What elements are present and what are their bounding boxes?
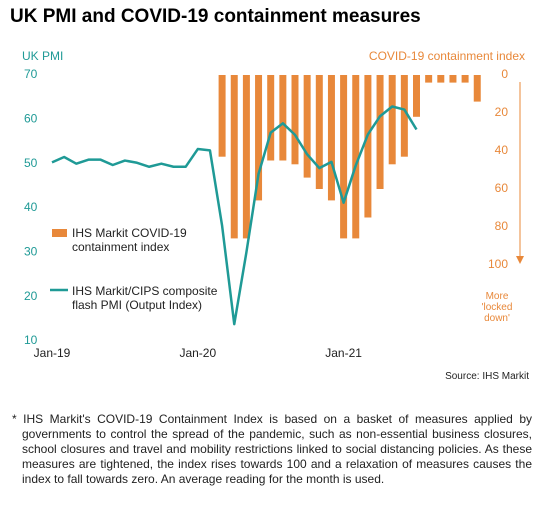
bar	[267, 75, 275, 161]
bar	[230, 75, 238, 239]
y-tick-label: 50	[24, 156, 38, 170]
bar	[315, 75, 323, 189]
y2-tick-label: 40	[495, 143, 509, 157]
y-tick-label: 30	[24, 245, 38, 259]
bar	[388, 75, 396, 165]
y-tick-label: 40	[24, 200, 38, 214]
line	[51, 105, 418, 326]
bar	[242, 75, 250, 239]
bar	[303, 75, 311, 178]
y2-tick-label: 80	[495, 219, 509, 233]
y-tick-label: 60	[24, 112, 38, 126]
legend-label: IHS Markit COVID-19 containment index	[72, 226, 187, 254]
bar	[364, 75, 372, 218]
y2-arrow-head	[516, 256, 524, 264]
bar	[473, 75, 481, 102]
y2-axis-label: COVID-19 containment index	[369, 49, 525, 63]
bar	[327, 75, 335, 201]
bar	[413, 75, 420, 117]
bar	[437, 75, 445, 83]
y2-tick-label: 100	[488, 257, 508, 271]
bar	[340, 75, 348, 239]
bar	[291, 75, 299, 165]
bar	[218, 75, 226, 157]
bar	[461, 75, 469, 83]
bar	[279, 75, 287, 161]
chart: UK PMI COVID-19 containment index 10 20 30…	[22, 49, 525, 360]
legend-swatch	[52, 229, 67, 237]
annotation: More 'locked down'	[481, 291, 513, 324]
y-tick-label: 70	[24, 67, 38, 81]
bar	[425, 75, 433, 83]
x-tick-label: Jan-20	[179, 346, 216, 360]
bar	[376, 75, 384, 189]
x-tick-label: Jan-21	[325, 346, 362, 360]
legend-label: IHS Markit/CIPS composite flash PMI (Out…	[72, 284, 218, 312]
y-axis-label: UK PMI	[22, 49, 63, 63]
x-tick-label: Jan-19	[34, 346, 71, 360]
bar	[352, 75, 360, 239]
y-tick-label: 20	[24, 289, 38, 303]
y2-tick-label: 60	[495, 181, 509, 195]
bar	[400, 75, 408, 157]
chart-title: UK PMI and COVID-19 containment measures	[10, 6, 421, 27]
footnote: * IHS Markit's COVID-19 Containment Inde…	[12, 412, 532, 486]
y2-tick-label: 0	[501, 67, 508, 81]
y-tick-label: 10	[24, 333, 38, 347]
bar	[255, 75, 263, 201]
source: Source: IHS Markit	[445, 371, 529, 382]
bar	[449, 75, 457, 83]
y2-tick-label: 20	[495, 105, 509, 119]
